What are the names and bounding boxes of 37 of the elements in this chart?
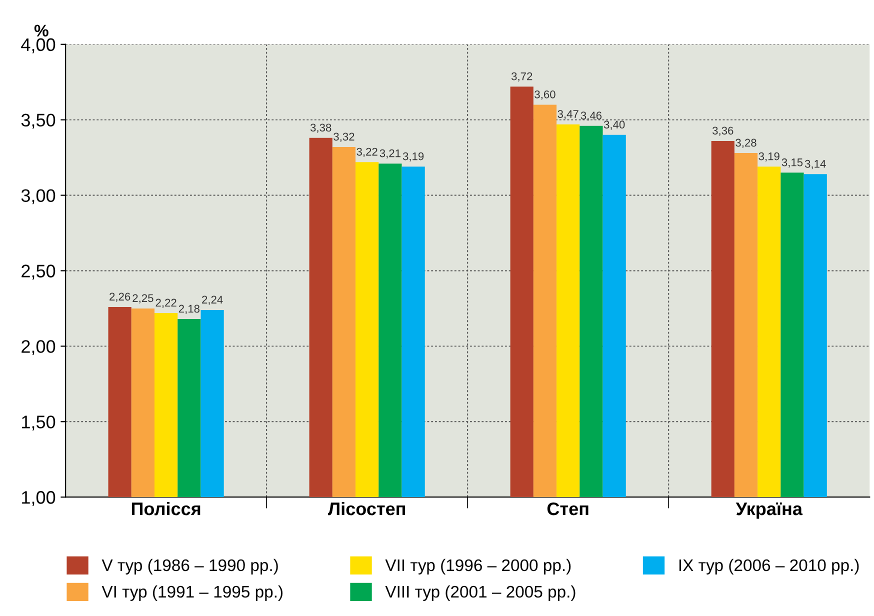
text: 3,47 — [558, 110, 578, 120]
legend-label: VIII тур (2001 – 2005 рр.) — [385, 585, 576, 601]
text: 2,25 — [132, 294, 154, 304]
text: 2,22 — [156, 298, 176, 308]
legend-label: V тур (1986 – 1990 рр.) — [102, 558, 278, 574]
y-tick-label: 3,00 — [21, 189, 56, 204]
text: 3,72 — [511, 72, 532, 82]
text: 3,32 — [334, 132, 354, 142]
text: 2,24 — [202, 296, 223, 305]
text: 3,19 — [402, 152, 424, 162]
x-tick-label: Степ — [547, 502, 588, 516]
text: 3,38 — [310, 124, 332, 133]
legend-label: VI тур (1991 – 1995 рр.) — [102, 585, 282, 601]
y-axis-title: % — [34, 24, 48, 36]
text: 3,14 — [804, 160, 826, 170]
text: 3,36 — [712, 126, 734, 136]
text: 3,22 — [356, 148, 378, 158]
x-tick-label: Полісся — [132, 502, 200, 516]
text: 3,21 — [380, 149, 400, 159]
text: 3,28 — [736, 138, 756, 148]
text: 3,46 — [580, 112, 602, 121]
y-tick-label: 2,00 — [22, 340, 56, 356]
text: 3,60 — [534, 90, 556, 100]
legend-label: IX тур (2006 – 2010 рр.) — [679, 558, 859, 574]
text: 2,26 — [110, 292, 130, 302]
y-tick-label: 2,50 — [22, 264, 56, 280]
y-tick-label: 1,00 — [22, 491, 56, 506]
text: 3,40 — [604, 120, 625, 130]
text: 3,15 — [782, 158, 803, 168]
x-tick-label: Україна — [736, 502, 803, 519]
x-tick-label: Лісостеп — [328, 502, 405, 516]
text: 2,18 — [178, 304, 200, 314]
y-tick-label: 3,50 — [21, 114, 56, 129]
y-tick-label: 1,50 — [22, 416, 56, 431]
text: 3,19 — [758, 152, 780, 162]
legend-label: VII тур (1996 – 2000 рр.) — [385, 558, 571, 574]
y-tick-label: 4,00 — [21, 38, 56, 54]
